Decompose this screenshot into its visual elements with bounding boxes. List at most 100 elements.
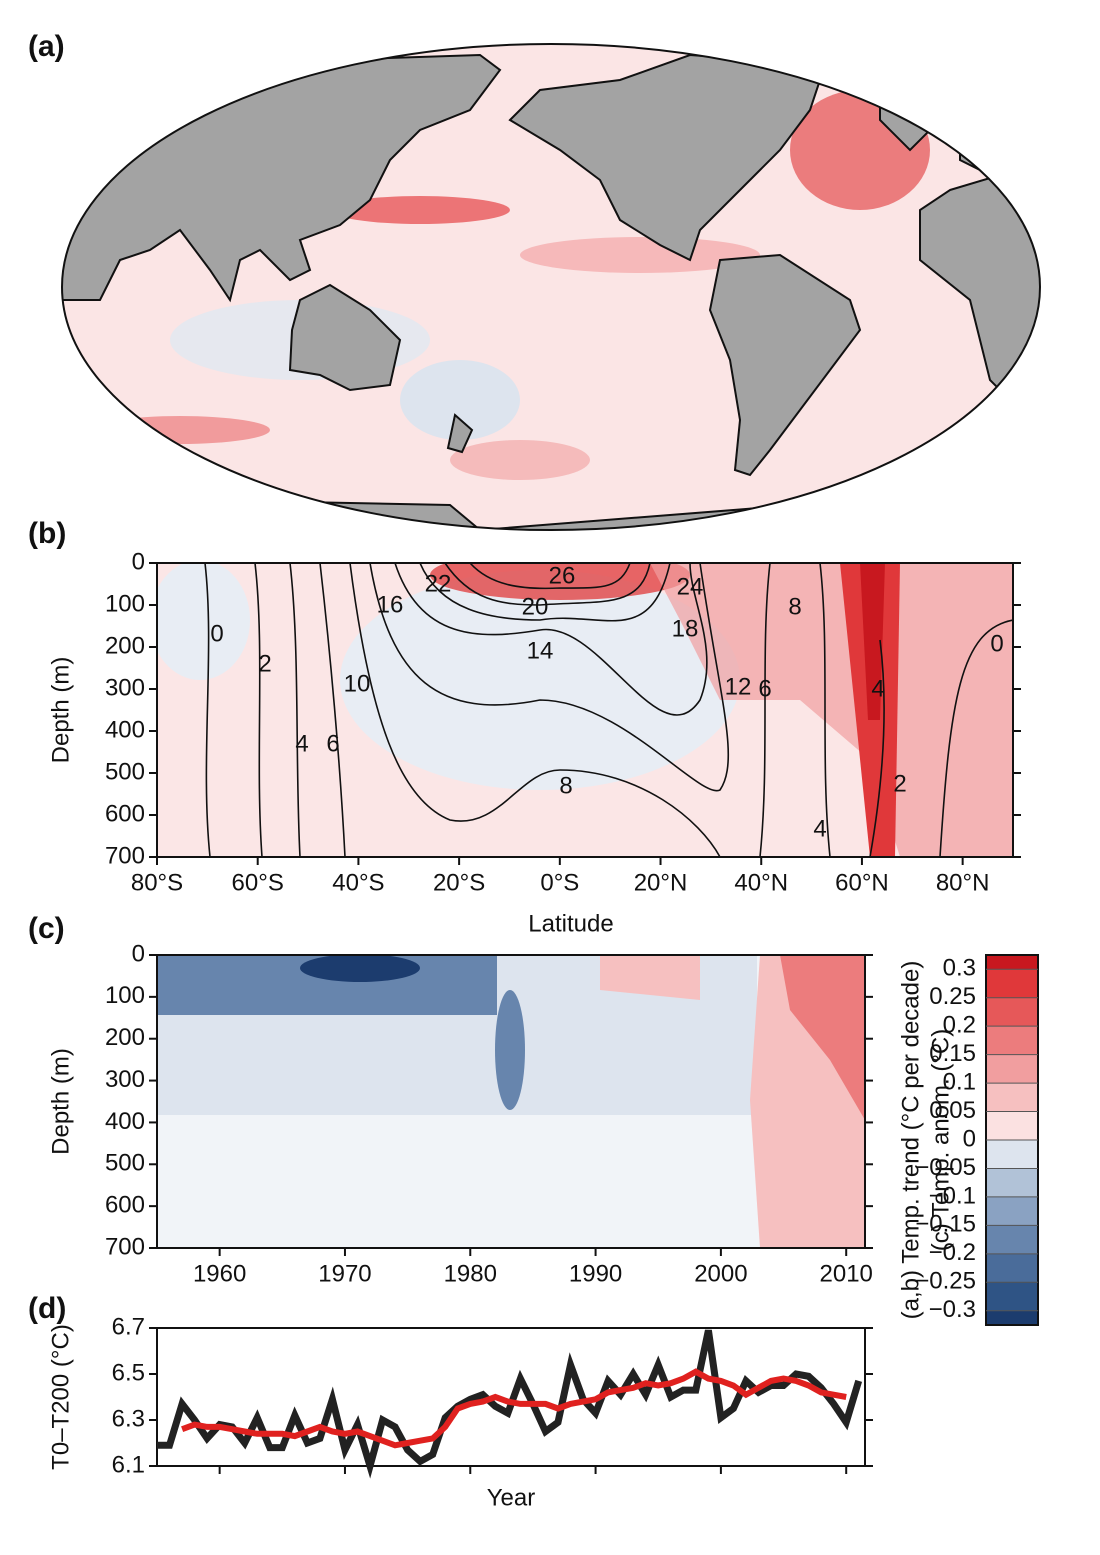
y-tick-label: 100: [105, 590, 145, 617]
plot-frame: [156, 562, 1014, 858]
y-tick-label: 500: [105, 758, 145, 785]
colorbar-swatch: [986, 1111, 1038, 1140]
panel-label: (c): [28, 912, 65, 945]
colorbar-swatch: [986, 997, 1038, 1027]
colorbar-swatch: [986, 1196, 1038, 1226]
contour-label: 0: [990, 630, 1003, 657]
y-tick-label: 400: [105, 1108, 145, 1135]
y-tick-label: 200: [105, 632, 145, 659]
y-tick-label: 6.3: [112, 1405, 145, 1432]
contour-label: 22: [425, 570, 452, 597]
y-tick-label: 6.7: [112, 1313, 145, 1340]
colorbar-label: (a,b) Temp. trend (°C per decade): [897, 961, 924, 1320]
colorbar-swatch: [986, 1225, 1038, 1254]
colorbar-swatch: [986, 1054, 1038, 1084]
contour-label: 8: [788, 593, 801, 620]
y-axis-label: T0–T200 (°C): [47, 1324, 74, 1470]
colorbar-tick-label: 0.15: [929, 1040, 976, 1067]
panel-label: (a): [28, 30, 65, 63]
y-tick-label: 500: [105, 1150, 145, 1177]
y-axis-label: Depth (m): [47, 1048, 74, 1155]
x-tick-label: 1990: [569, 1260, 622, 1287]
contour-label: 4: [871, 675, 884, 702]
y-tick-label: 300: [105, 1066, 145, 1093]
contour-label: 18: [672, 615, 699, 642]
colorbar-tick-label: 0.25: [929, 983, 976, 1010]
x-tick-label: 1960: [193, 1260, 246, 1287]
contour-label: 6: [758, 675, 771, 702]
series-line: [181, 1368, 847, 1449]
contour-label: 26: [549, 562, 576, 589]
x-tick-label: 80°N: [936, 869, 990, 896]
colorbar-tick-label: −0.05: [915, 1154, 976, 1181]
colorbar-label: (c) Temp. anom. (°C): [927, 1029, 954, 1252]
colorbar-tick-label: −0.25: [915, 1268, 976, 1295]
colorbar-swatch: [986, 955, 1038, 970]
colorbar-swatch: [986, 1083, 1038, 1112]
plot-frame: [156, 1327, 866, 1467]
y-tick-label: 600: [105, 800, 145, 827]
y-axis-label: Depth (m): [47, 657, 74, 764]
y-tick-label: 700: [105, 1233, 145, 1260]
y-tick-label: 6.5: [112, 1359, 145, 1386]
colorbar-swatch: [986, 1026, 1038, 1055]
contour-label: 4: [813, 815, 826, 842]
colorbar-tick-label: −0.15: [915, 1211, 976, 1238]
panel-label: (b): [28, 517, 66, 550]
y-tick-label: 700: [105, 842, 145, 869]
colorbar-tick-label: −0.3: [929, 1296, 976, 1323]
x-tick-label: 2010: [820, 1260, 873, 1287]
colorbar-swatch: [986, 1310, 1038, 1325]
contour-label: 6: [326, 730, 339, 757]
contour-lines: [204, 563, 1013, 857]
x-tick-label: 1970: [318, 1260, 371, 1287]
colorbar-swatch: [986, 1282, 1038, 1311]
y-tick-label: 6.1: [112, 1451, 145, 1478]
colorbar-swatch: [986, 1253, 1038, 1283]
x-axis-label: Year: [487, 1484, 536, 1511]
y-tick-label: 0: [132, 940, 145, 967]
panel-label: (d): [28, 1292, 66, 1325]
contour-label: 2: [258, 650, 271, 677]
x-tick-label: 2000: [694, 1260, 747, 1287]
map-frame: [61, 43, 1041, 531]
contour-label: 10: [344, 670, 371, 697]
x-tick-label: 0°S: [540, 869, 579, 896]
contour-label: 2: [893, 770, 906, 797]
colorbar-swatch: [986, 969, 1038, 998]
y-tick-label: 300: [105, 674, 145, 701]
y-tick-label: 0: [132, 548, 145, 575]
x-axis-label: Latitude: [528, 910, 613, 937]
contour-label: 20: [522, 593, 549, 620]
x-tick-label: 20°S: [433, 869, 485, 896]
contour-label: 8: [559, 772, 572, 799]
contour-label: 4: [295, 730, 308, 757]
colorbar-tick-label: 0: [963, 1125, 976, 1152]
colorbar-tick-label: 0.1: [943, 1068, 976, 1095]
contour-label: 12: [725, 673, 752, 700]
x-tick-label: 60°S: [232, 869, 284, 896]
contour-fill: [157, 955, 865, 1248]
x-tick-label: 40°S: [332, 869, 384, 896]
series-line: [157, 1329, 863, 1479]
map: [62, 44, 1040, 530]
contour-label: 0: [210, 620, 223, 647]
contour-label: 14: [527, 637, 554, 664]
colorbar-tick-label: −0.1: [929, 1182, 976, 1209]
contour-label: 16: [377, 591, 404, 618]
x-tick-label: 20°N: [634, 869, 688, 896]
x-tick-label: 60°N: [835, 869, 889, 896]
x-tick-label: 40°N: [734, 869, 788, 896]
x-tick-label: 1980: [444, 1260, 497, 1287]
colorbar-swatch: [986, 1140, 1038, 1169]
plot-frame: [156, 954, 866, 1249]
contour-label: 24: [677, 573, 704, 600]
colorbar-swatch: [986, 1168, 1038, 1197]
colorbar-tick-label: −0.2: [929, 1239, 976, 1266]
y-tick-label: 100: [105, 982, 145, 1009]
y-tick-label: 200: [105, 1024, 145, 1051]
colorbar-tick-label: 0.2: [943, 1011, 976, 1038]
y-tick-label: 600: [105, 1191, 145, 1218]
colorbar-tick-label: 0.05: [929, 1097, 976, 1124]
